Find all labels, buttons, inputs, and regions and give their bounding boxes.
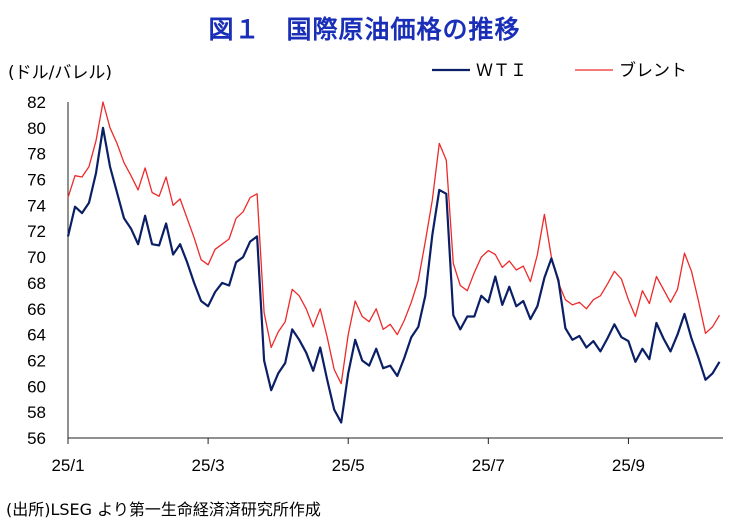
y-unit-label: (ドル/バレル) — [8, 63, 112, 83]
axes — [67, 102, 723, 444]
x-tick-label: 25/7 — [472, 456, 505, 475]
series-line-brent — [67, 101, 721, 385]
source-note: (出所)LSEG より第一生命経済済研究所作成 — [6, 500, 321, 519]
y-axis-labels: (ドル/バレル) 56 58 60 62 64 66 68 70 72 74 76 78 80 82 — [8, 63, 112, 448]
y-tick-label: 76 — [27, 171, 46, 190]
y-tick-label: 62 — [27, 351, 46, 370]
y-tick-label: 82 — [27, 93, 46, 112]
legend-label-brent: ブレント — [619, 60, 687, 81]
x-tick-label: 25/1 — [51, 456, 84, 475]
x-axis-labels: 25/1 25/3 25/5 25/7 25/9 — [51, 456, 645, 475]
chart-title: 図１ 国際原油価格の推移 — [208, 15, 521, 44]
series-line-wti — [66, 126, 721, 424]
y-tick-label: 56 — [27, 429, 46, 448]
x-tick-label: 25/3 — [192, 456, 225, 475]
y-tick-label: 78 — [27, 145, 46, 164]
x-tick-label: 25/5 — [332, 456, 365, 475]
x-tick-label: 25/9 — [612, 456, 645, 475]
y-tick-label: 58 — [27, 403, 46, 422]
line-chart: (ドル/バレル) 56 58 60 62 64 66 68 70 72 74 76 78 80 82 25/… — [8, 60, 723, 475]
y-tick-label: 72 — [27, 222, 46, 241]
y-tick-label: 60 — [27, 377, 46, 396]
y-tick-label: 70 — [27, 248, 46, 267]
legend: ＷＴＩ ブレント — [432, 60, 687, 81]
y-tick-label: 80 — [27, 119, 46, 138]
y-tick-label: 66 — [27, 300, 46, 319]
y-tick-label: 64 — [27, 326, 46, 345]
y-tick-label: 74 — [27, 196, 46, 215]
series-lines — [66, 101, 721, 424]
legend-label-wti: ＷＴＩ — [476, 61, 527, 81]
y-tick-label: 68 — [27, 274, 46, 293]
